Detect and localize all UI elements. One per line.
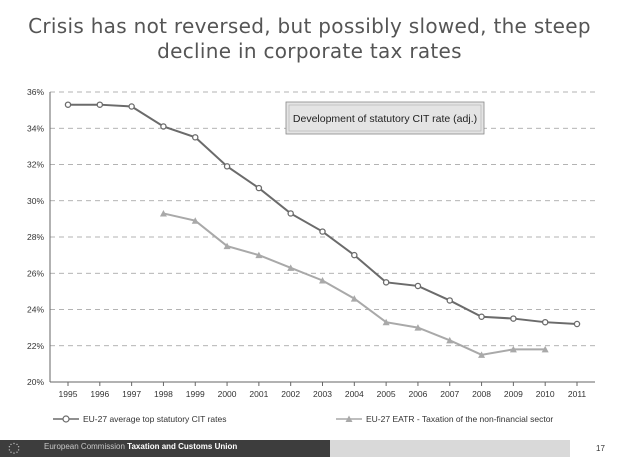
x-tick-label: 2000 bbox=[218, 389, 237, 399]
x-tick-label: 2006 bbox=[408, 389, 427, 399]
slide-title: Crisis has not reversed, but possibly sl… bbox=[0, 14, 619, 64]
eu-flag-icon bbox=[8, 442, 20, 454]
x-tick-label: 2001 bbox=[249, 389, 268, 399]
data-point-triangle bbox=[446, 336, 454, 344]
data-point-triangle bbox=[414, 324, 422, 331]
page-number: 17 bbox=[596, 444, 605, 453]
data-point-circle bbox=[96, 101, 104, 108]
x-tick-label: 2002 bbox=[281, 389, 300, 399]
data-point-circle bbox=[382, 279, 390, 286]
data-point-circle bbox=[510, 315, 517, 322]
legend-label-series1: EU-27 average top statutory CIT rates bbox=[83, 414, 227, 424]
x-tick-label: 2004 bbox=[345, 389, 364, 399]
data-point-triangle bbox=[191, 217, 199, 224]
x-tick-label: 2005 bbox=[377, 389, 396, 399]
x-tick-label: 1995 bbox=[59, 389, 78, 399]
data-point-triangle bbox=[287, 264, 295, 271]
data-point-circle bbox=[446, 297, 453, 304]
x-tick-label: 2011 bbox=[568, 389, 587, 399]
data-point-circle bbox=[287, 210, 294, 217]
data-point-circle bbox=[255, 184, 263, 192]
footer-gray-strip bbox=[330, 440, 570, 457]
y-tick-label: 26% bbox=[27, 268, 44, 278]
data-point-triangle bbox=[319, 277, 326, 284]
data-point-triangle bbox=[255, 251, 263, 259]
series-line-2 bbox=[163, 212, 546, 356]
title-line-2: decline in corporate tax rates bbox=[157, 39, 462, 63]
footer-org: European Commission bbox=[44, 442, 125, 451]
data-point-circle bbox=[478, 313, 485, 320]
y-tick-label: 34% bbox=[27, 123, 44, 133]
data-point-circle bbox=[414, 282, 422, 290]
data-point-circle bbox=[191, 134, 199, 141]
footer-dept: Taxation and Customs Union bbox=[127, 442, 238, 451]
data-point-triangle bbox=[350, 295, 358, 302]
x-tick-label: 1999 bbox=[186, 389, 205, 399]
x-tick-label: 2003 bbox=[313, 389, 332, 399]
data-point-triangle bbox=[159, 209, 167, 217]
data-point-triangle bbox=[478, 351, 486, 358]
y-tick-label: 36% bbox=[27, 87, 44, 97]
title-line-1: Crisis has not reversed, but possibly sl… bbox=[28, 14, 591, 38]
y-tick-label: 28% bbox=[27, 232, 44, 242]
legend-triangle-marker-icon bbox=[336, 415, 362, 422]
y-tick-label: 24% bbox=[27, 305, 44, 315]
legend-label-series2: EU-27 EATR - Taxation of the non-financi… bbox=[366, 414, 554, 424]
footer-org-text: European Commission Taxation and Customs… bbox=[44, 442, 237, 451]
annotation-box bbox=[285, 101, 485, 135]
data-point-circle bbox=[541, 318, 549, 326]
y-tick-label: 22% bbox=[27, 341, 44, 351]
annotation-box-inner bbox=[288, 104, 482, 132]
series-line-1 bbox=[68, 103, 578, 325]
data-point-circle bbox=[351, 251, 358, 259]
y-tick-label: 30% bbox=[27, 196, 44, 206]
data-point-circle bbox=[223, 163, 231, 170]
x-tick-label: 2010 bbox=[536, 389, 555, 399]
data-point-triangle bbox=[509, 345, 517, 353]
data-point-triangle bbox=[541, 345, 549, 353]
data-point-circle bbox=[64, 101, 72, 108]
annotation-text: Development of statutory CIT rate (adj.) bbox=[293, 113, 477, 125]
x-tick-label: 1996 bbox=[90, 389, 109, 399]
y-tick-label: 20% bbox=[27, 377, 44, 387]
x-tick-label: 1998 bbox=[154, 389, 173, 399]
footer-bar bbox=[0, 440, 330, 457]
y-tick-label: 32% bbox=[27, 160, 44, 170]
data-point-triangle bbox=[382, 318, 390, 326]
x-tick-label: 2008 bbox=[472, 389, 491, 399]
data-point-circle bbox=[160, 123, 167, 130]
x-tick-label: 2009 bbox=[504, 389, 523, 399]
x-tick-label: 2007 bbox=[440, 389, 459, 399]
data-point-triangle bbox=[223, 242, 231, 250]
data-point-circle bbox=[319, 228, 326, 235]
legend-circle-marker-icon bbox=[53, 415, 79, 423]
x-tick-label: 1997 bbox=[122, 389, 141, 399]
data-point-circle bbox=[573, 320, 581, 328]
data-point-circle bbox=[128, 103, 135, 110]
legend-item-series2: EU-27 EATR - Taxation of the non-financi… bbox=[335, 412, 553, 426]
legend-item-series1: EU-27 average top statutory CIT rates bbox=[52, 412, 226, 426]
